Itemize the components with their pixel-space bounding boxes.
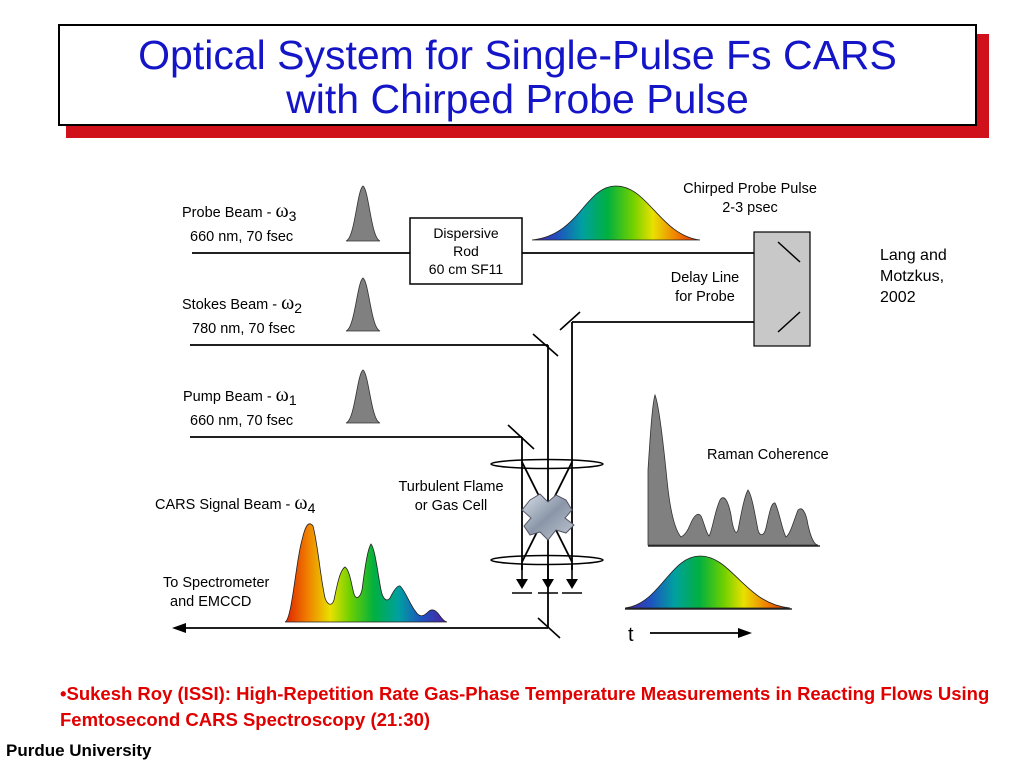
rod-label-1: Dispersive <box>433 225 499 241</box>
output-mirror <box>537 617 561 639</box>
turbulent-flame-icon <box>521 493 575 541</box>
footer-text: Sukesh Roy (ISSI): High-Repetition Rate … <box>60 683 990 730</box>
raman-coherence-trace <box>647 393 819 546</box>
probe-pulse-icon <box>345 185 381 242</box>
organization-label: Purdue University <box>6 741 152 760</box>
out-arrow-head-2 <box>542 579 554 589</box>
cars-signal-spectrum <box>284 523 448 623</box>
delay-mirror-bottom <box>777 311 801 333</box>
footer-bullet: • <box>60 683 67 704</box>
pump-beam-spec: 660 nm, 70 fsec <box>190 413 293 429</box>
stokes-beam-label: Stokes Beam - ω2 <box>182 292 302 316</box>
delay-line-label-2: for Probe <box>675 289 735 305</box>
delay-line-box <box>753 231 811 347</box>
chirped-probe-label-2: 2-3 psec <box>722 200 778 216</box>
lenses <box>490 458 604 566</box>
output-arrow-heads <box>516 579 578 589</box>
out-arrow-head-3 <box>566 579 578 589</box>
pump-pulse-icon <box>345 369 381 424</box>
chirped-probe-pulse-2 <box>624 555 791 609</box>
rod-label-2: Rod <box>453 243 479 259</box>
flame-label-2: or Gas Cell <box>415 498 488 514</box>
time-axis-label: t <box>628 624 634 646</box>
raman-coherence-label: Raman Coherence <box>707 447 829 463</box>
chirped-probe-pulse <box>531 185 701 241</box>
chirped-probe-label-1: Chirped Probe Pulse <box>683 181 817 197</box>
citation-line-1: Lang and <box>880 247 947 264</box>
probe-beam-spec: 660 nm, 70 fsec <box>190 229 293 245</box>
cars-signal-label: CARS Signal Beam - ω4 <box>155 492 316 516</box>
mirrors <box>507 311 581 639</box>
title-line-1: Optical System for Single-Pulse Fs CARS <box>138 32 897 78</box>
citation-line-3: 2002 <box>880 289 916 306</box>
time-axis-arrow-head <box>738 628 752 638</box>
spectrometer-label-1: To Spectrometer <box>163 575 270 591</box>
delay-line-label-1: Delay Line <box>671 270 740 286</box>
spectrometer-label-2: and EMCCD <box>170 594 251 610</box>
title-box: Optical System for Single-Pulse Fs CARS … <box>58 24 977 126</box>
dispersive-rod-box <box>409 217 523 285</box>
stokes-pulse-icon <box>345 277 381 332</box>
pump-mirror <box>507 424 535 450</box>
signal-arrow-head <box>172 623 186 633</box>
pump-beam-label: Pump Beam - ω1 <box>183 384 297 408</box>
stokes-mirror <box>532 333 559 357</box>
citation-line-2: Motzkus, <box>880 268 944 285</box>
collimating-lens <box>490 554 604 566</box>
delay-mirror-top <box>777 241 801 263</box>
probe-mirror <box>559 311 581 331</box>
citation: Lang and Motzkus, 2002 <box>880 247 947 306</box>
beam-labels: Probe Beam - ω3 660 nm, 70 fsec Stokes B… <box>155 181 829 610</box>
stokes-beam-spec: 780 nm, 70 fsec <box>192 321 295 337</box>
delay-mirrors <box>777 241 801 333</box>
probe-beam-label: Probe Beam - ω3 <box>182 200 297 224</box>
flame-label-1: Turbulent Flame <box>398 479 503 495</box>
title-line-2: with Chirped Probe Pulse <box>286 76 749 122</box>
focusing-lens <box>490 458 604 470</box>
rod-label-3: 60 cm SF11 <box>429 261 504 277</box>
footer-note: •Sukesh Roy (ISSI): High-Repetition Rate… <box>60 681 990 733</box>
out-arrow-head-1 <box>516 579 528 589</box>
